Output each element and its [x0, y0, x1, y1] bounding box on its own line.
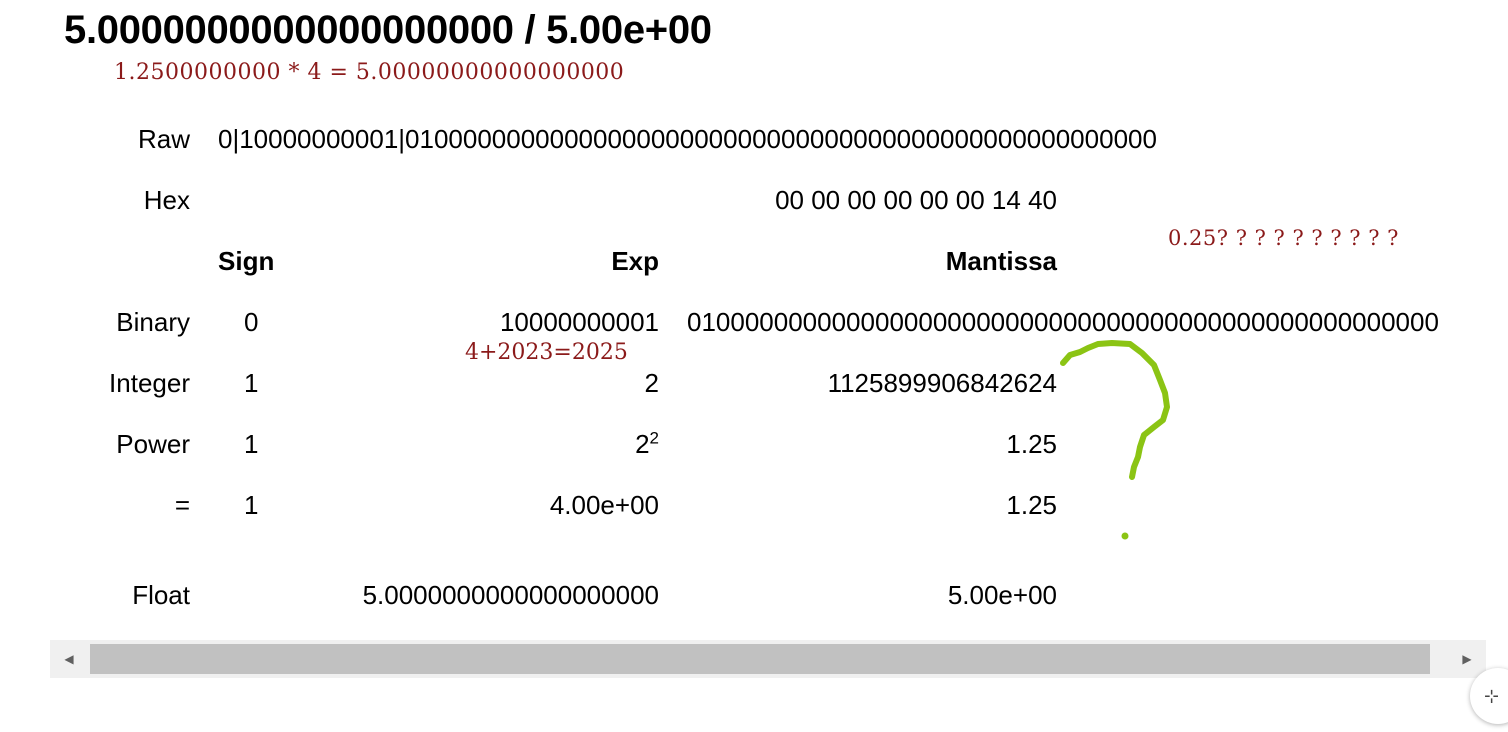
integer-sign: 1 — [244, 368, 259, 398]
float-label: Float — [132, 580, 190, 610]
horizontal-scrollbar[interactable]: ◀ ▶ — [50, 640, 1486, 678]
hex-value: 00 00 00 00 00 00 14 40 — [775, 185, 1057, 215]
float-decimal: 5.0000000000000000000 — [362, 580, 659, 610]
integer-exp: 2 — [644, 368, 659, 398]
collapse-icon: ⊹ — [1484, 685, 1500, 707]
power-exp-base: 2 — [635, 429, 650, 459]
binary-sign: 0 — [244, 307, 259, 337]
hex-label: Hex — [143, 185, 190, 215]
handwritten-note-right: 0.25? ? ? ? ? ? ? ? ? ? — [1168, 226, 1399, 250]
binary-mantissa: 0100000000000000000000000000000000000000… — [687, 307, 1439, 337]
exp-header: Exp — [611, 246, 659, 276]
raw-label: Raw — [137, 124, 190, 154]
page-title: 5.0000000000000000000 / 5.00e+00 — [64, 8, 712, 52]
integer-label: Integer — [109, 368, 190, 398]
collapse-button[interactable]: ⊹ — [1470, 668, 1508, 724]
raw-value: 0|10000000001|01000000000000000000000000… — [218, 124, 1157, 154]
scrollbar-thumb[interactable] — [90, 644, 1430, 674]
binary-exp: 10000000001 — [499, 307, 659, 337]
power-exp: 22 — [635, 429, 659, 459]
scroll-left-arrow-icon[interactable]: ◀ — [64, 652, 74, 666]
equals-sign: 1 — [244, 490, 259, 520]
question-mark-scribble-icon — [1060, 340, 1170, 540]
sign-header: Sign — [218, 246, 275, 276]
handwritten-note-top: 1.2500000000 * 4 = 5.00000000000000000 — [114, 60, 625, 85]
power-sign: 1 — [244, 429, 259, 459]
float-sci: 5.00e+00 — [947, 580, 1057, 610]
integer-mantissa: 1125899906842624 — [827, 368, 1057, 398]
equals-mantissa: 1.25 — [1006, 490, 1057, 520]
binary-label: Binary — [116, 307, 190, 337]
handwritten-note-exp: 4+2023=2025 — [465, 340, 628, 365]
power-exp-superscript: 2 — [649, 428, 659, 448]
power-label: Power — [116, 429, 190, 459]
mantissa-header: Mantissa — [945, 246, 1057, 276]
power-mantissa: 1.25 — [1006, 429, 1057, 459]
scroll-right-arrow-icon[interactable]: ▶ — [1462, 652, 1472, 666]
equals-label: = — [174, 490, 190, 520]
equals-exp: 4.00e+00 — [549, 490, 659, 520]
